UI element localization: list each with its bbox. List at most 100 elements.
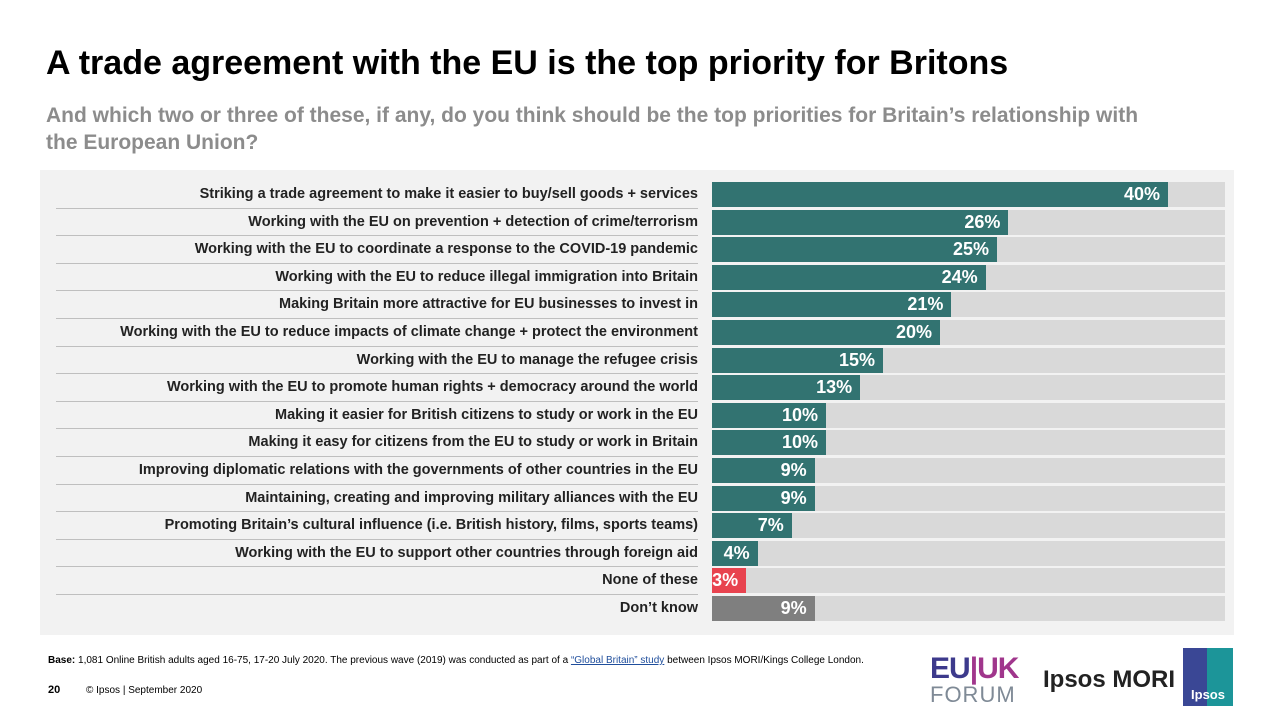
ipsos-logo: Ipsos: [1183, 648, 1233, 706]
bar: 40%: [712, 182, 1168, 207]
row-divider: [56, 290, 698, 292]
bar: 24%: [712, 264, 986, 290]
copyright: © Ipsos | September 2020: [86, 685, 203, 696]
logo-eu: EU: [930, 652, 971, 685]
bar-track: 3%: [712, 568, 1225, 594]
chart-row: Maintaining, creating and improving mili…: [40, 485, 1234, 513]
chart-row: Making Britain more attractive for EU bu…: [40, 291, 1234, 319]
chart-row: Making it easy for citizens from the EU …: [40, 429, 1234, 457]
row-divider: [56, 483, 698, 485]
row-divider: [56, 428, 698, 430]
bar: 21%: [712, 292, 952, 318]
chart-row: Working with the EU on prevention + dete…: [40, 209, 1234, 237]
bar-track: 15%: [712, 347, 1225, 373]
data-label: 15%: [838, 349, 875, 370]
category-label: Making it easier for British citizens to…: [275, 406, 698, 423]
chart-row: Improving diplomatic relations with the …: [40, 457, 1234, 485]
bar-track: 24%: [712, 264, 1225, 290]
category-label: Working with the EU to reduce illegal im…: [275, 268, 698, 285]
category-label: Promoting Britain’s cultural influence (…: [164, 517, 698, 534]
bar-track: 9%: [712, 596, 1225, 621]
chart-row: Working with the EU to manage the refuge…: [40, 347, 1234, 375]
row-divider: [56, 566, 698, 568]
bar-track: 9%: [712, 458, 1225, 483]
bar-track: 20%: [712, 320, 1225, 345]
data-label: 9%: [780, 598, 807, 618]
chart-row: None of these 3%: [40, 567, 1234, 595]
bar: 10%: [712, 430, 826, 456]
category-label: Working with the EU to manage the refuge…: [356, 351, 698, 368]
data-label: 13%: [816, 377, 853, 398]
bar: 9%: [712, 485, 815, 511]
bar-track: 10%: [712, 430, 1225, 456]
chart-row: Don’t know 9%: [40, 595, 1234, 623]
base-label: Base:: [48, 655, 76, 666]
category-label: Maintaining, creating and improving mili…: [245, 489, 698, 506]
category-label: Working with the EU to promote human rig…: [166, 379, 698, 396]
ipsos-mori-logo: Ipsos MORI: [1043, 666, 1176, 693]
logo-uk: |UK: [969, 652, 1020, 685]
data-label: 40%: [1123, 184, 1160, 204]
page-title: A trade agreement with the EU is the top…: [46, 44, 1009, 82]
bar-track: 9%: [712, 485, 1225, 511]
forum-logo-text: FORUM: [930, 682, 1016, 707]
chart-row: Working with the EU to reduce impacts of…: [40, 319, 1234, 347]
row-divider: [56, 317, 698, 319]
data-label: 24%: [941, 266, 978, 287]
bar-chart: Striking a trade agreement to make it ea…: [40, 170, 1234, 635]
row-divider: [56, 207, 698, 209]
category-label: Don’t know: [619, 600, 698, 616]
chart-row: Working with the EU to reduce illegal im…: [40, 264, 1234, 292]
base-note: Base: 1,081 Online British adults aged 1…: [48, 655, 864, 666]
chart-row: Working with the EU to support other cou…: [40, 540, 1234, 568]
bar-track: 10%: [712, 402, 1225, 428]
base-text: 1,081 Online British adults aged 16-75, …: [75, 655, 571, 666]
data-label: 25%: [952, 239, 989, 260]
bar: 10%: [712, 402, 826, 428]
row-divider: [56, 235, 698, 237]
category-label: Improving diplomatic relations with the …: [138, 462, 698, 478]
bar: 13%: [712, 375, 861, 401]
bar-track: 21%: [712, 292, 1225, 318]
global-britain-link[interactable]: “Global Britain” study: [570, 655, 665, 666]
chart-row: Making it easier for British citizens to…: [40, 402, 1234, 430]
data-label: 3%: [712, 570, 739, 591]
category-label: Working with the EU to reduce impacts of…: [120, 324, 698, 340]
chart-row: Striking a trade agreement to make it ea…: [40, 181, 1234, 209]
bar: 9%: [712, 596, 815, 621]
category-label: Working with the EU to support other cou…: [235, 544, 698, 561]
category-label: None of these: [602, 572, 698, 589]
bar: 25%: [712, 237, 997, 263]
ipsos-logo-text: Ipsos: [1191, 687, 1225, 702]
bar: 26%: [712, 209, 1009, 235]
row-divider: [56, 400, 698, 402]
eu-uk-forum-logo: EU|UK: [930, 652, 1020, 686]
chart-row: Working with the EU to coordinate a resp…: [40, 236, 1234, 264]
bar-track: 25%: [712, 237, 1225, 263]
category-label: Making Britain more attractive for EU bu…: [279, 296, 698, 313]
category-label: Making it easy for citizens from the EU …: [248, 434, 698, 451]
bar: 3%: [712, 568, 747, 594]
data-label: 9%: [780, 487, 807, 508]
chart-row: Promoting Britain’s cultural influence (…: [40, 512, 1234, 540]
category-label: Striking a trade agreement to make it ea…: [199, 186, 698, 202]
data-label: 4%: [723, 542, 750, 563]
bar: 15%: [712, 347, 883, 373]
data-label: 10%: [781, 432, 818, 453]
data-label: 10%: [781, 404, 818, 425]
row-divider: [56, 455, 698, 457]
row-divider: [56, 345, 698, 347]
data-label: 9%: [780, 460, 807, 480]
chart-row: Working with the EU to promote human rig…: [40, 374, 1234, 402]
row-divider: [56, 262, 698, 264]
data-label: 20%: [895, 322, 932, 342]
row-divider: [56, 593, 698, 595]
base-end: between Ipsos MORI/Kings College London.: [664, 655, 864, 666]
bar: 4%: [712, 540, 758, 566]
bar-track: 40%: [712, 182, 1225, 207]
bar: 7%: [712, 513, 792, 539]
category-label: Working with the EU to coordinate a resp…: [194, 241, 698, 258]
row-divider: [56, 511, 698, 513]
page-subtitle: And which two or three of these, if any,…: [46, 104, 1139, 154]
data-label: 26%: [964, 211, 1001, 232]
